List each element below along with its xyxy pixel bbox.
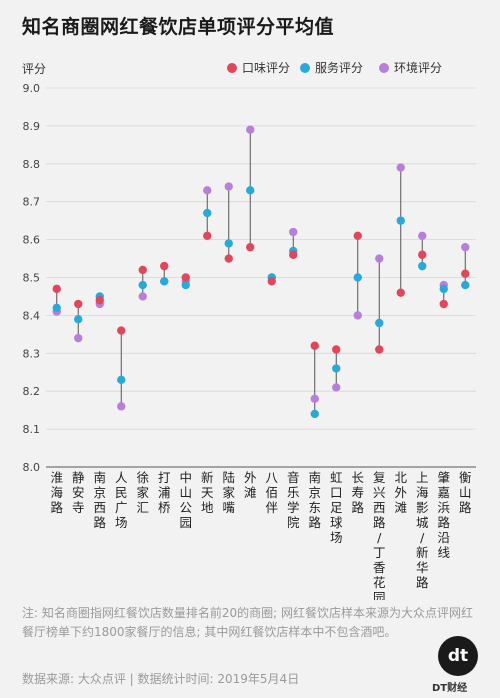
legend-label-service: 服务评分: [315, 60, 363, 75]
dt-logo: dt: [438, 636, 478, 676]
x-tick-label: 长寿路: [351, 470, 364, 515]
data-point-service: [396, 216, 405, 225]
data-point-service: [138, 280, 147, 290]
legend-marker-service: [300, 63, 310, 73]
data-point-environment: [461, 242, 470, 252]
x-tick-label: 人民广场: [115, 470, 128, 530]
data-point-service: [418, 261, 427, 271]
x-tick-label: 徐家汇: [136, 470, 149, 515]
x-tick-label: 北外滩: [394, 470, 407, 515]
data-point-service: [203, 208, 212, 218]
y-tick-label: 8.1: [23, 423, 41, 436]
x-tick-label: 音乐学院: [287, 470, 300, 530]
x-tick-label: 复兴西路/丁香花园: [373, 470, 386, 600]
data-point-environment: [289, 227, 298, 237]
chart-title: 知名商圈网红餐饮店单项评分平均值: [22, 16, 335, 38]
x-tick-label: 肇嘉浜路沿线: [437, 470, 450, 560]
x-tick-label: 上海影城/新华路: [416, 470, 429, 590]
legend-label-environment: 环境评分: [394, 60, 442, 75]
data-point-taste: [439, 299, 448, 309]
data-point-taste: [310, 341, 319, 350]
data-point-service: [181, 280, 190, 290]
data-point-taste: [375, 345, 384, 354]
data-point-service: [74, 314, 83, 324]
data-point-environment: [375, 254, 384, 263]
data-point-taste: [396, 288, 405, 297]
data-point-environment: [246, 125, 255, 134]
data-point-environment: [117, 402, 126, 411]
y-tick-label: 8.8: [23, 158, 41, 171]
y-tick-label: 8.5: [23, 272, 41, 285]
x-tick-label: 衡山路: [459, 470, 472, 515]
data-point-service: [332, 364, 341, 373]
x-tick-label: 淮海路: [50, 470, 63, 515]
x-tick-label: 虹口足球场: [330, 470, 343, 545]
data-point-taste: [203, 231, 212, 241]
y-axis-label: 评分: [22, 62, 46, 76]
data-point-taste: [138, 265, 147, 275]
data-point-environment: [310, 394, 319, 403]
data-point-taste: [418, 250, 427, 259]
data-point-environment: [74, 333, 83, 343]
data-point-service: [375, 318, 384, 328]
data-point-service: [224, 239, 233, 248]
data-point-environment: [418, 231, 427, 241]
data-source: 数据来源: 大众点评 | 数据统计时间: 2019年5月4日: [22, 672, 300, 686]
data-point-service: [310, 409, 319, 419]
legend-marker-environment: [379, 63, 389, 73]
x-tick-label: 南京东路: [308, 470, 321, 530]
data-point-taste: [52, 284, 61, 294]
data-point-taste: [353, 231, 362, 241]
data-point-taste: [95, 296, 104, 305]
legend-label-taste: 口味评分: [242, 61, 290, 75]
y-tick-label: 8.0: [23, 461, 41, 474]
data-point-taste: [461, 269, 470, 278]
y-tick-label: 9.0: [23, 82, 41, 95]
data-point-taste: [160, 261, 169, 271]
legend-marker-taste: [227, 63, 237, 73]
y-tick-label: 8.6: [23, 234, 41, 247]
data-point-environment: [353, 311, 362, 320]
x-tick-label: 静安寺: [72, 470, 85, 515]
data-point-taste: [74, 299, 83, 309]
brand-label: DT财经: [432, 683, 468, 694]
data-point-service: [461, 280, 470, 290]
x-tick-label: 新天地: [201, 470, 214, 515]
data-point-taste: [181, 273, 190, 282]
data-point-service: [439, 284, 448, 294]
data-point-environment: [332, 383, 341, 392]
data-point-environment: [203, 186, 212, 195]
y-tick-label: 8.9: [23, 120, 41, 133]
y-tick-label: 8.3: [23, 347, 41, 360]
x-tick-label: 外滩: [244, 470, 257, 500]
x-tick-label: 陆家嘴: [222, 470, 235, 515]
data-point-environment: [224, 182, 233, 191]
dot-range-chart: 评分 8.0 8.1 8.2 8.3 8.4 8.5 8.6 8.7 8.8 8.9 9.0 口味评分 服…: [22, 60, 476, 600]
x-tick-label: 南京西路: [93, 470, 106, 530]
data-point-service: [353, 273, 362, 282]
chart-note: 注: 知名商圈指网红餐饮店数量排名前20的商圈; 网红餐饮店样本来源为大众点评网…: [22, 606, 473, 639]
data-point-service: [246, 186, 255, 195]
x-tick-label: 打浦桥: [158, 470, 171, 515]
data-point-taste: [224, 254, 233, 263]
data-point-taste: [332, 345, 341, 354]
data-point-taste: [267, 277, 276, 286]
y-tick-label: 8.2: [23, 385, 41, 398]
data-point-taste: [117, 326, 126, 335]
data-point-taste: [289, 250, 298, 259]
data-point-service: [117, 375, 126, 385]
data-point-environment: [396, 163, 405, 172]
data-point-taste: [246, 242, 255, 252]
x-tick-label: 中山公园: [179, 470, 192, 530]
data-point-service: [52, 303, 61, 313]
x-tick-label: 八佰伴: [265, 470, 278, 515]
y-tick-label: 8.4: [23, 309, 41, 322]
data-point-service: [160, 277, 169, 286]
data-point-environment: [138, 292, 147, 301]
y-tick-label: 8.7: [23, 196, 41, 209]
